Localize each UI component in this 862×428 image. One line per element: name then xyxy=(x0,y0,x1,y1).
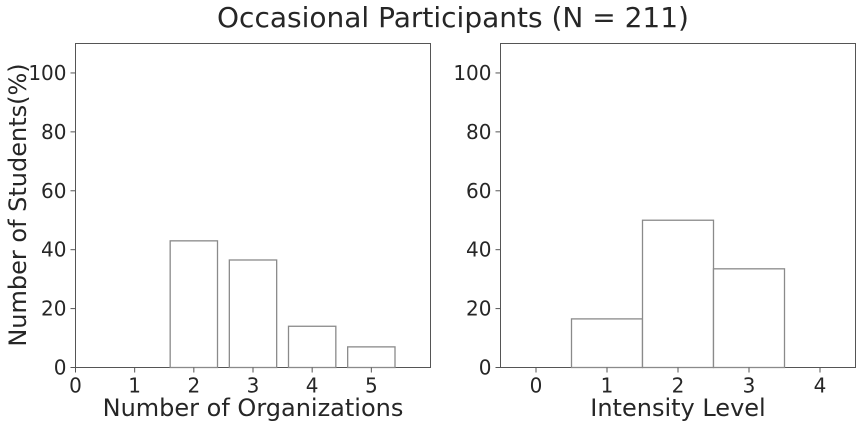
left-x-tick-label-0: 0 xyxy=(69,374,82,398)
left-y-tick-label-0: 0 xyxy=(54,356,67,380)
left-x-tick-label-5: 5 xyxy=(365,374,378,398)
right-y-tick-label-80: 80 xyxy=(466,120,491,144)
right-bar-1 xyxy=(570,318,644,369)
right-bar-3 xyxy=(712,268,786,369)
right-x-axis-label: Intensity Level xyxy=(590,394,765,422)
right-x-tick-label-0: 0 xyxy=(530,374,543,398)
figure-title: Occasional Participants (N = 211) xyxy=(217,1,689,34)
left-bar-2 xyxy=(169,240,219,369)
right-x-tick-label-3: 3 xyxy=(743,374,756,398)
left-y-tick-label-100: 100 xyxy=(28,61,66,85)
left-y-axis-label: Number of Students(%) xyxy=(4,63,32,346)
left-y-tick-label-20: 20 xyxy=(41,297,66,321)
right-y-tick-label-100: 100 xyxy=(453,61,491,85)
left-bar-3 xyxy=(228,259,278,369)
left-chart-organizations: Number of Organizations Number of Studen… xyxy=(4,43,431,422)
right-bar-2 xyxy=(641,219,715,369)
right-x-tick-label-2: 2 xyxy=(672,374,685,398)
right-x-tick-label-1: 1 xyxy=(601,374,614,398)
right-y-tick-label-20: 20 xyxy=(466,297,491,321)
right-x-tick-label-4: 4 xyxy=(814,374,827,398)
right-y-tick-label-40: 40 xyxy=(466,238,491,262)
left-y-tick-label-60: 60 xyxy=(41,179,66,203)
left-y-tick-label-80: 80 xyxy=(41,120,66,144)
left-x-tick-label-3: 3 xyxy=(247,374,260,398)
left-bar-5 xyxy=(347,346,396,369)
left-bar-4 xyxy=(287,325,337,369)
left-x-tick-label-4: 4 xyxy=(306,374,319,398)
right-chart-intensity: Intensity Level 0 20 40 60 80 100 0 1 2 3 4 xyxy=(453,43,856,422)
left-x-axis-label: Number of Organizations xyxy=(103,394,404,422)
left-y-tick-label-40: 40 xyxy=(41,238,66,262)
right-y-tick-label-60: 60 xyxy=(466,179,491,203)
left-x-tick-label-1: 1 xyxy=(128,374,141,398)
right-y-tick-label-0: 0 xyxy=(479,356,492,380)
left-x-tick-label-2: 2 xyxy=(187,374,200,398)
